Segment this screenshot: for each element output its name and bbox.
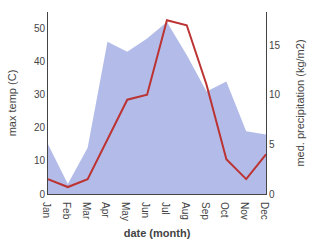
svg-text:15: 15: [269, 40, 281, 51]
svg-text:Feb: Feb: [61, 202, 72, 220]
svg-text:20: 20: [34, 122, 46, 133]
svg-text:50: 50: [34, 23, 46, 34]
svg-text:Jul: Jul: [160, 202, 171, 215]
svg-text:date (month): date (month): [124, 227, 191, 239]
svg-text:Mar: Mar: [81, 202, 92, 220]
svg-text:Oct: Oct: [219, 202, 230, 218]
svg-text:Jun: Jun: [140, 202, 151, 218]
svg-text:10: 10: [34, 155, 46, 166]
svg-text:0: 0: [269, 189, 275, 200]
svg-text:5: 5: [269, 139, 275, 150]
svg-text:Aug: Aug: [180, 202, 191, 220]
svg-text:Apr: Apr: [100, 202, 111, 218]
svg-text:0: 0: [39, 189, 45, 200]
svg-text:30: 30: [34, 89, 46, 100]
svg-text:max temp (C): max temp (C): [6, 70, 18, 137]
svg-text:40: 40: [34, 56, 46, 67]
svg-text:May: May: [120, 202, 131, 221]
svg-text:Jan: Jan: [41, 202, 52, 218]
svg-text:Nov: Nov: [239, 202, 250, 220]
svg-text:10: 10: [269, 89, 281, 100]
svg-text:Dec: Dec: [259, 202, 270, 220]
svg-text:med. precipitation (kg/m2): med. precipitation (kg/m2): [294, 39, 306, 166]
svg-text:Sep: Sep: [200, 202, 211, 220]
